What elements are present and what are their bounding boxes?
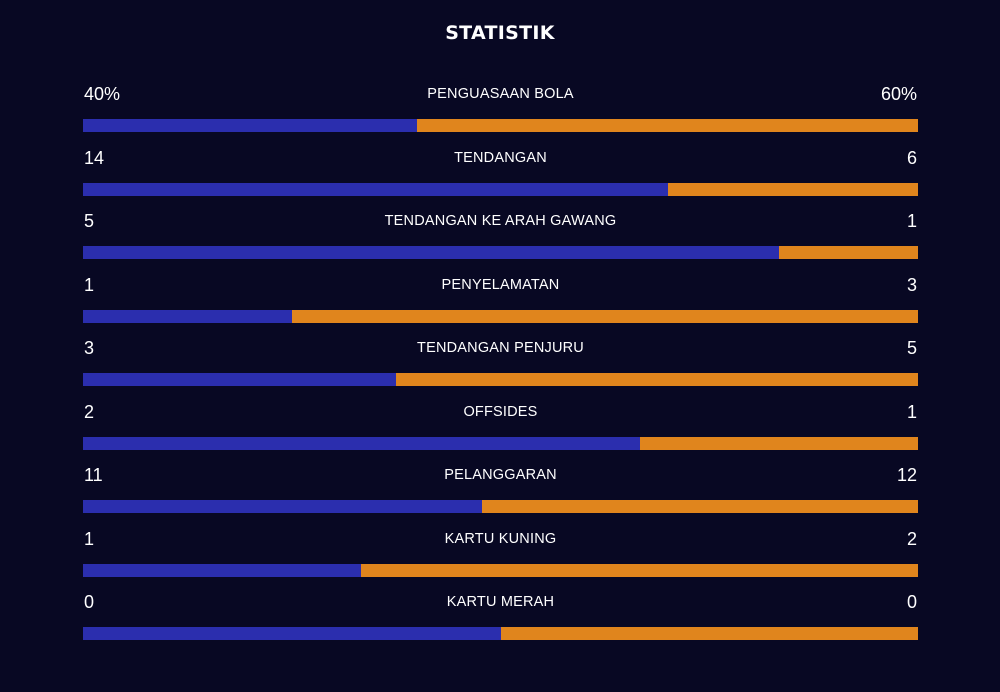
home-bar-segment: [83, 563, 362, 577]
comparison-bar: [83, 436, 918, 450]
home-value: 2: [84, 401, 95, 422]
stat-row-corners: 3 TENDANGAN PENJURU 5: [83, 334, 918, 398]
stat-row-fouls: 11 PELANGGARAN 12: [83, 461, 918, 525]
away-bar-segment: [361, 563, 918, 577]
stat-row-possession: 40% PENGUASAAN BOLA 60%: [83, 80, 918, 144]
home-bar-segment: [83, 373, 397, 386]
stat-label: TENDANGAN KE ARAH GAWANG: [384, 213, 617, 229]
away-value: 2: [906, 528, 917, 549]
home-bar-segment: [83, 309, 292, 323]
stat-label: KARTU MERAH: [446, 594, 555, 610]
away-bar-segment: [500, 627, 918, 640]
stat-row-offsides: 2 OFFSIDES 1: [83, 398, 918, 462]
home-bar-segment: [83, 246, 779, 259]
home-value: 5: [84, 211, 95, 231]
away-bar-segment: [417, 119, 918, 132]
home-value: 0: [84, 592, 95, 612]
stat-label: PELANGGARAN: [444, 467, 557, 483]
stat-row-shots: 14 TENDANGAN 6: [83, 144, 918, 208]
away-bar-segment: [667, 182, 918, 196]
away-value: 3: [906, 274, 917, 295]
stat-row-yellow-cards: 1 KARTU KUNING 2: [83, 525, 918, 589]
comparison-bar: [83, 500, 918, 513]
away-value: 12: [896, 465, 917, 485]
comparison-bar: [83, 627, 918, 640]
stat-row-red-cards: 0 KARTU MERAH 0: [83, 588, 918, 652]
away-value: 60%: [880, 84, 917, 104]
away-value: 6: [906, 147, 917, 168]
home-value: 40%: [84, 84, 121, 104]
home-bar-segment: [83, 119, 417, 132]
stats-list: 40% PENGUASAAN BOLA 60% 14 TENDANGAN 6 5…: [83, 80, 918, 652]
comparison-bar: [83, 373, 918, 386]
away-bar-segment: [291, 309, 918, 323]
comparison-bar: [83, 246, 918, 259]
away-bar-segment: [639, 436, 918, 450]
stat-label: KARTU KUNING: [444, 530, 557, 547]
home-value: 1: [84, 274, 95, 295]
away-bar-segment: [778, 246, 918, 259]
home-bar-segment: [83, 436, 640, 450]
home-bar-segment: [83, 182, 668, 196]
stats-title: STATISTIK: [445, 22, 555, 44]
stat-label: TENDANGAN PENJURU: [417, 340, 584, 356]
comparison-bar: [83, 182, 918, 196]
comparison-bar: [83, 309, 918, 323]
home-value: 11: [84, 465, 103, 485]
away-value: 1: [906, 211, 917, 231]
home-bar-segment: [83, 627, 501, 640]
home-value: 1: [84, 528, 95, 549]
away-value: 0: [906, 592, 917, 612]
stat-label: OFFSIDES: [463, 403, 538, 420]
stat-label: TENDANGAN: [454, 149, 547, 166]
stat-row-saves: 1 PENYELAMATAN 3: [83, 271, 918, 335]
home-value: 14: [84, 147, 105, 168]
away-bar-segment: [396, 373, 918, 386]
comparison-bar: [83, 563, 918, 577]
away-value: 1: [906, 401, 917, 422]
home-value: 3: [84, 338, 95, 358]
home-bar-segment: [83, 500, 483, 513]
comparison-bar: [83, 119, 918, 132]
stat-row-shots-on-target: 5 TENDANGAN KE ARAH GAWANG 1: [83, 207, 918, 271]
away-value: 5: [906, 338, 917, 358]
stat-label: PENGUASAAN BOLA: [427, 86, 574, 102]
stat-label: PENYELAMATAN: [441, 276, 560, 293]
away-bar-segment: [482, 500, 918, 513]
